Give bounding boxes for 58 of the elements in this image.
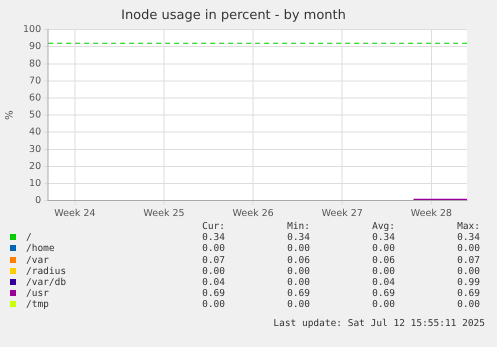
x-tick-label: Week 26	[232, 208, 274, 219]
text: 0.34	[201, 232, 225, 244]
y-tick-label: 80	[29, 58, 42, 70]
y-tick-label: 60	[29, 92, 42, 104]
chart-title: Inode usage in percent - by month	[121, 8, 346, 24]
text: Last update: Sat Jul 12 15:55:11 2025	[273, 318, 485, 329]
y-tick-label: 90	[29, 41, 42, 52]
text: 0.06	[371, 254, 395, 266]
text: 0.00	[201, 243, 225, 255]
text: 0.06	[286, 254, 310, 266]
y-tick-label: 0	[35, 195, 42, 206]
y-tick-label: 30	[29, 144, 42, 155]
y-tick-label: 20	[29, 160, 42, 172]
text: 0.69	[456, 288, 480, 300]
text: 0.34	[456, 232, 480, 244]
text: 0.04	[201, 276, 225, 288]
text: 0.00	[286, 276, 310, 288]
text: 0.34	[286, 232, 310, 244]
text: 0.07	[456, 254, 480, 266]
text: 0.34	[371, 232, 395, 244]
text: 0.69	[371, 288, 395, 300]
y-tick-label: 50	[29, 110, 42, 121]
text: 0.00	[201, 266, 225, 277]
text: 0.00	[456, 266, 480, 277]
text: 0.69	[286, 288, 310, 300]
legend-label: /	[25, 232, 33, 244]
legend-label: /var	[25, 254, 50, 266]
text: 0.00	[456, 299, 480, 310]
y-tick-label: 10	[29, 178, 42, 189]
text: Max:	[456, 221, 480, 232]
x-tick-label: Week 28	[410, 208, 452, 219]
x-tick-label: Week 27	[322, 208, 363, 219]
text: 0.00	[371, 243, 395, 255]
y-tick-label: 70	[29, 75, 42, 86]
text: 0.00	[286, 299, 310, 310]
text: 0.00	[456, 243, 480, 255]
legend-label: /radius	[25, 266, 68, 277]
text: 0.07	[201, 254, 225, 266]
y-axis-title: %	[4, 110, 16, 120]
legend-label: /tmp	[25, 299, 50, 310]
text: Avg:	[371, 221, 395, 232]
text: 0.00	[201, 299, 225, 310]
x-tick-label: Week 24	[54, 208, 96, 219]
text: 0.04	[371, 276, 395, 288]
text: 0.00	[371, 266, 395, 277]
legend-label: /home	[25, 243, 56, 255]
text: 0.00	[371, 299, 395, 310]
y-tick-label: 40	[29, 126, 42, 138]
text: 0.69	[201, 288, 225, 300]
y-tick-label: 100	[22, 24, 42, 36]
text: Min:	[286, 221, 310, 232]
x-tick-label: Week 25	[143, 208, 185, 219]
text: 0.99	[456, 276, 480, 288]
legend-label: /var/db	[25, 276, 68, 288]
text: Cur:	[201, 221, 225, 232]
legend-label: /usr	[25, 288, 50, 300]
text: 0.00	[286, 243, 310, 255]
text: 0.00	[286, 266, 310, 277]
